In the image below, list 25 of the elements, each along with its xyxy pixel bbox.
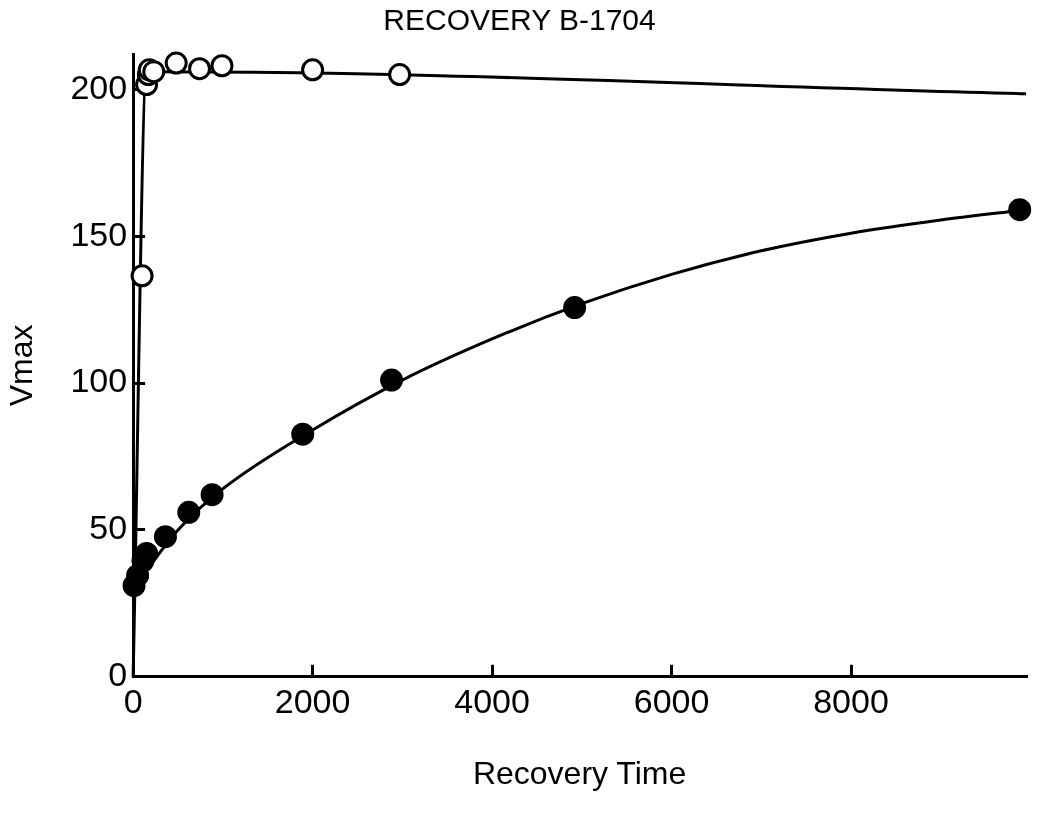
x-tick-label: 8000 [813, 681, 889, 720]
y-tick-label: 200 [70, 67, 128, 106]
x-tick-label: 4000 [454, 681, 530, 720]
point [210, 54, 234, 78]
point [177, 500, 201, 524]
point [388, 63, 412, 87]
point [200, 483, 224, 507]
point [142, 60, 166, 84]
point [291, 422, 315, 446]
x-axis-title: Recovery Time [472, 754, 687, 791]
point [380, 368, 404, 392]
point [153, 525, 177, 549]
x-tick-label: 6000 [633, 681, 710, 720]
point [130, 264, 154, 288]
point [164, 51, 188, 75]
y-tick-label: 100 [70, 361, 128, 400]
y-tick-label: 150 [70, 214, 128, 253]
point [188, 57, 212, 81]
y-axis-title: Vmax [3, 324, 40, 407]
x-tick-label: 2000 [274, 681, 351, 720]
y-tick-label: 50 [89, 508, 128, 547]
chart-title: RECOVERY B-1704 [383, 3, 656, 37]
point [301, 58, 325, 82]
point [1008, 198, 1032, 222]
point [563, 296, 587, 320]
